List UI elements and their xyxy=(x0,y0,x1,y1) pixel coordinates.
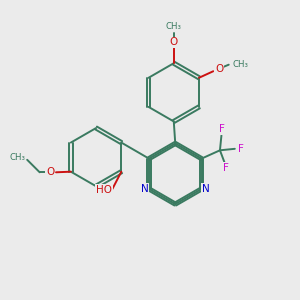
Text: N: N xyxy=(141,184,148,194)
Text: O: O xyxy=(170,38,178,47)
Text: O: O xyxy=(215,64,223,74)
Text: CH₃: CH₃ xyxy=(166,22,182,31)
Text: HO: HO xyxy=(96,184,112,194)
Text: N: N xyxy=(202,184,210,194)
Text: CH₃: CH₃ xyxy=(10,153,26,162)
Text: CH₃: CH₃ xyxy=(232,60,248,69)
Text: F: F xyxy=(223,163,229,173)
Text: O: O xyxy=(46,167,54,177)
Text: F: F xyxy=(219,124,225,134)
Text: F: F xyxy=(238,144,244,154)
